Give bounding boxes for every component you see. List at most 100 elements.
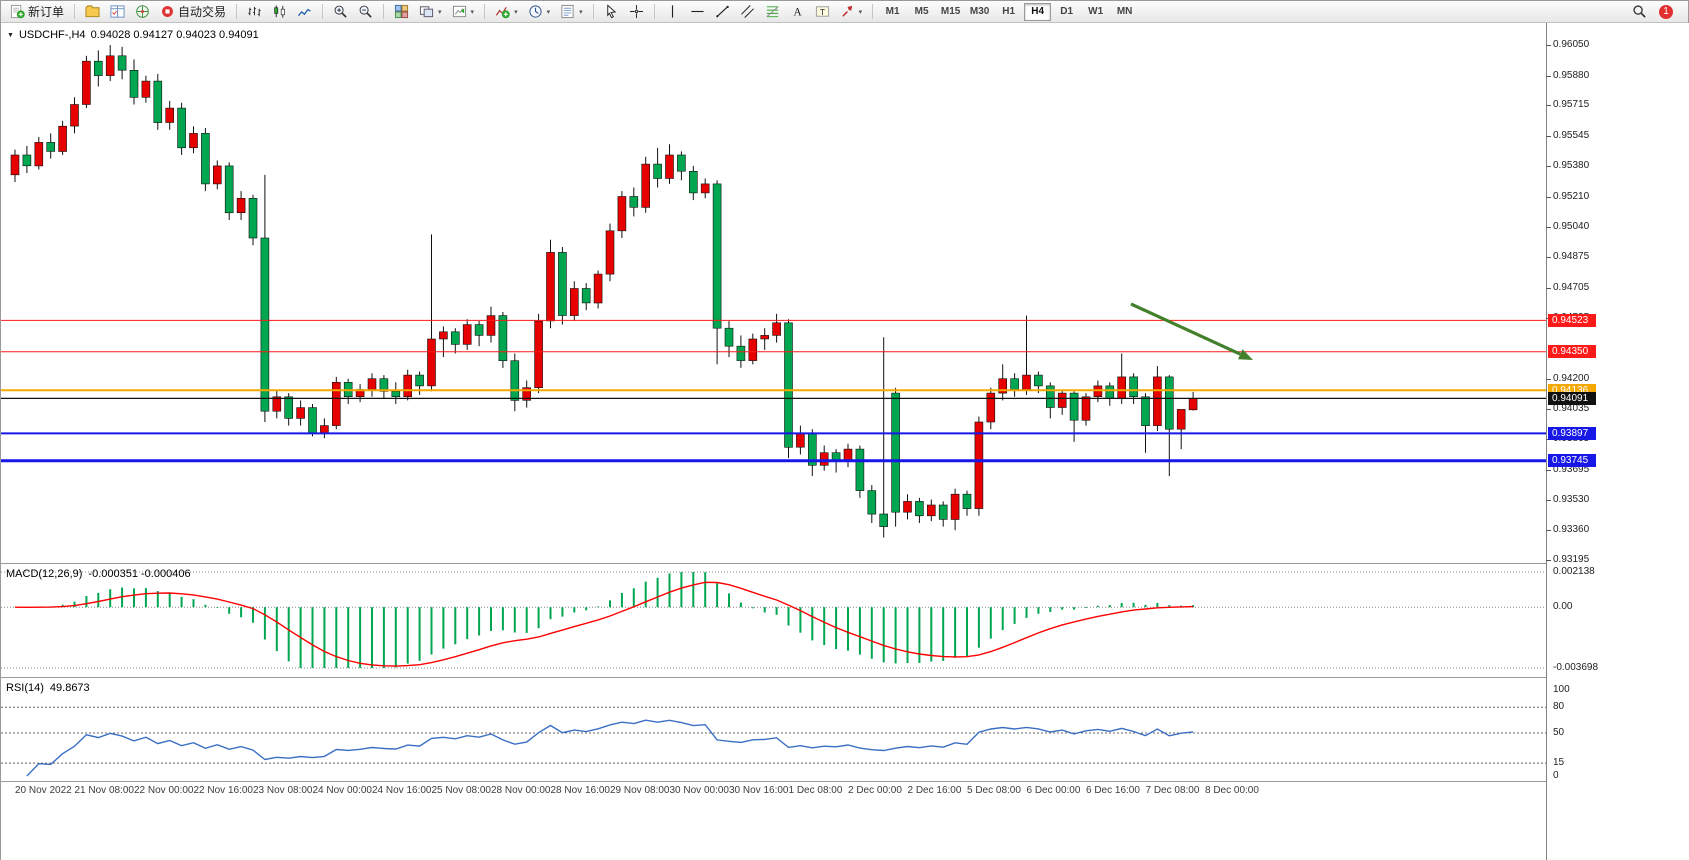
candle <box>1010 373 1019 397</box>
trendline-button[interactable] <box>711 2 734 21</box>
time-axis-label: 23 Nov 08:00 <box>253 785 313 796</box>
candle <box>688 165 698 201</box>
candle <box>82 55 91 109</box>
templates-button[interactable] <box>556 2 587 21</box>
timeframe-M30-button[interactable]: M30 <box>969 6 990 17</box>
price-tick-label: 0.95545 <box>1545 130 1590 142</box>
search-icon <box>1632 4 1647 19</box>
timeframe-H4-button[interactable]: H4 <box>1024 2 1052 21</box>
chart-dropdown-icon[interactable]: ▼ <box>7 31 14 39</box>
vline-button[interactable] <box>661 2 684 21</box>
indicators-button[interactable] <box>491 2 522 21</box>
auto-arrange-button[interactable] <box>415 2 446 21</box>
autotrading-button[interactable]: 自动交易 <box>156 2 230 21</box>
candle <box>700 178 710 199</box>
new-order-button[interactable]: 新订单 <box>6 2 68 21</box>
macd-signal-line <box>14 581 1194 667</box>
text-label-button[interactable]: T <box>811 2 834 21</box>
rsi-value: 49.8673 <box>49 682 90 694</box>
crosshair-button[interactable] <box>625 2 648 21</box>
notification-badge[interactable]: 1 <box>1659 4 1673 19</box>
text-button[interactable]: A <box>786 2 809 21</box>
zoom-out-button[interactable] <box>354 2 377 21</box>
text-icon: A <box>790 4 805 19</box>
trendline-icon <box>715 4 730 19</box>
price-line-badge: 0.94350 <box>1548 345 1596 359</box>
price-tick-label: 0.94875 <box>1545 251 1590 262</box>
candle <box>248 194 258 246</box>
candle <box>355 384 365 403</box>
market-watch-icon <box>110 4 125 19</box>
candle <box>1022 315 1031 395</box>
candle <box>34 137 44 170</box>
search-button[interactable] <box>1628 2 1651 21</box>
rsi-line <box>26 719 1194 777</box>
market-watch-button[interactable] <box>106 2 129 21</box>
toolbar-separator <box>484 4 486 19</box>
candlesticks-button[interactable] <box>268 2 291 21</box>
macd-panel[interactable] <box>1 564 1546 677</box>
bar-chart-button[interactable] <box>243 2 266 21</box>
svg-text:T: T <box>820 7 825 17</box>
rsi-panel[interactable] <box>1 678 1546 781</box>
timeframe-W1-button[interactable]: W1 <box>1088 6 1104 17</box>
vline-icon <box>665 4 680 19</box>
trend-arrow-annotation[interactable] <box>1130 302 1253 360</box>
channel-button[interactable] <box>736 2 759 21</box>
candle <box>70 97 79 134</box>
candle <box>784 319 793 459</box>
price-line-badge: 0.94091 <box>1548 391 1596 405</box>
candle <box>593 270 603 309</box>
tile-windows-button[interactable] <box>390 2 413 21</box>
candle <box>1057 389 1067 415</box>
arrows-button[interactable] <box>836 2 867 21</box>
candle <box>1176 409 1186 450</box>
time-axis[interactable]: 20 Nov 2022 21 Nov 08:00 22 Nov 00:00 22 No… <box>1 781 1546 803</box>
panel-separator[interactable] <box>1 781 1689 782</box>
fibonacci-button[interactable] <box>761 2 784 21</box>
candle <box>534 313 543 394</box>
autotrading-button-label: 自动交易 <box>178 5 227 19</box>
zoom-in-button[interactable] <box>329 2 352 21</box>
candle <box>629 187 639 217</box>
panel-separator[interactable] <box>1 677 1689 678</box>
candle <box>522 380 532 408</box>
cursor-button[interactable] <box>600 2 623 21</box>
bar-chart-icon <box>247 4 262 19</box>
periods-button[interactable] <box>524 2 555 21</box>
navigator-button[interactable] <box>131 2 154 21</box>
zoom-out-icon <box>358 4 373 19</box>
timeframe-M15-button[interactable]: M15 <box>940 6 961 17</box>
candle <box>807 429 817 477</box>
candle <box>819 445 829 471</box>
candle <box>486 306 496 343</box>
price-tick-label: 0.95380 <box>1545 159 1590 171</box>
timeframe-H1-button[interactable]: H1 <box>1002 6 1016 17</box>
hline-button[interactable] <box>686 2 709 21</box>
time-axis-label: 22 Nov 16:00 <box>193 785 254 796</box>
timeframe-MN-button[interactable]: MN <box>1116 6 1133 17</box>
line-chart-icon <box>297 4 312 19</box>
timeframe-M5-button[interactable]: M5 <box>914 6 929 17</box>
symbol-period-label: USDCHF-,H4 <box>18 29 86 41</box>
candle <box>510 353 520 412</box>
price-tick-label: 0.94035 <box>1545 402 1590 414</box>
line-chart-button[interactable] <box>293 2 316 21</box>
price-chart[interactable] <box>1 23 1546 563</box>
price-tick-label: 0.95210 <box>1545 190 1590 202</box>
candle <box>1129 373 1138 404</box>
rsi-axis-label: 80 <box>1553 701 1565 713</box>
chart-shift-button[interactable] <box>448 2 479 21</box>
candle <box>260 174 270 422</box>
price-axis[interactable]: 0.96050 0.95880 0.95715 0.95545 0.95380 0.952… <box>1545 23 1689 860</box>
profiles-button[interactable] <box>81 2 104 21</box>
time-axis-label: 2 Dec 16:00 <box>907 785 962 796</box>
timeframe-M1-button[interactable]: M1 <box>885 6 900 17</box>
candle <box>677 151 686 181</box>
candle <box>177 102 186 155</box>
time-axis-label: 24 Nov 16:00 <box>372 785 432 796</box>
price-line-badge: 0.93897 <box>1548 426 1596 440</box>
panel-separator[interactable] <box>1 563 1689 564</box>
candle <box>998 364 1008 401</box>
timeframe-D1-button[interactable]: D1 <box>1060 6 1074 17</box>
